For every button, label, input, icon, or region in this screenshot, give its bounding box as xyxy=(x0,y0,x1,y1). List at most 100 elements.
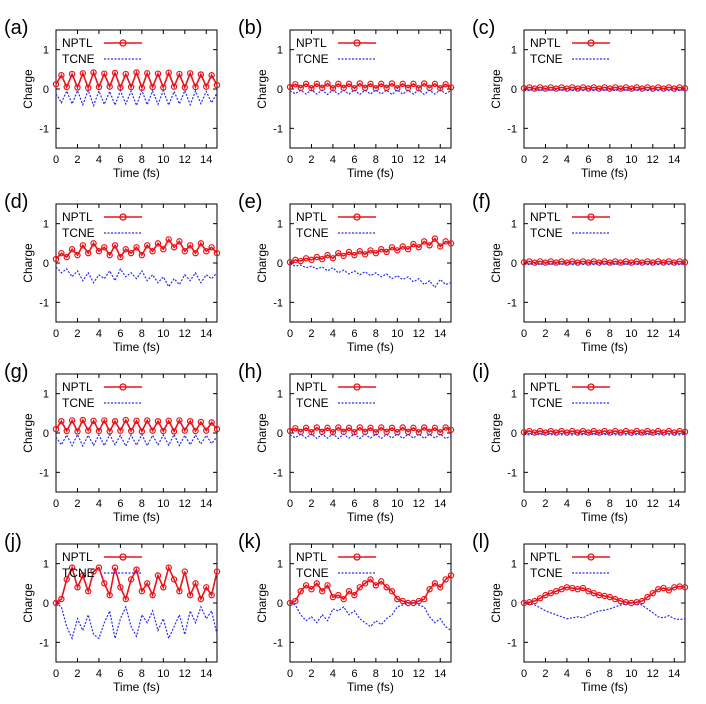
y-tick-label: 1 xyxy=(511,45,517,57)
data-point xyxy=(324,251,331,259)
legend-marker xyxy=(353,213,361,221)
data-point xyxy=(356,424,363,431)
y-tick-label: -1 xyxy=(507,467,517,479)
y-tick-label: -1 xyxy=(273,297,283,309)
x-tick-label: 8 xyxy=(373,154,379,166)
x-tick-label: 2 xyxy=(308,154,314,166)
x-tick-label: 10 xyxy=(157,668,169,680)
data-point xyxy=(144,70,151,77)
x-tick-label: 8 xyxy=(139,668,145,680)
data-point xyxy=(356,584,363,591)
data-point xyxy=(203,427,210,434)
series-line-tcne xyxy=(289,89,452,96)
data-point xyxy=(367,424,374,432)
data-point xyxy=(447,240,455,247)
data-point xyxy=(208,419,215,426)
x-tick-label: 6 xyxy=(585,498,591,510)
x-tick-label: 12 xyxy=(179,498,191,510)
data-point xyxy=(149,591,156,599)
data-point xyxy=(319,255,326,263)
legend-label-tcne: TCNE xyxy=(530,52,563,66)
x-tick-label: 4 xyxy=(330,668,336,680)
x-tick-label: 8 xyxy=(139,154,145,166)
data-point xyxy=(313,580,321,587)
x-axis-label: Time (fs) xyxy=(581,166,628,180)
data-point xyxy=(345,80,353,88)
data-point xyxy=(213,81,221,89)
data-point xyxy=(165,236,172,243)
data-point xyxy=(378,578,385,585)
legend-marker xyxy=(119,39,127,47)
x-tick-label: 12 xyxy=(647,328,659,340)
data-point xyxy=(372,85,380,92)
y-tick-label: 0 xyxy=(43,428,49,440)
x-tick-label: 8 xyxy=(139,328,145,340)
series-line-nptl xyxy=(55,70,218,91)
x-axis-label: Time (fs) xyxy=(581,680,628,694)
data-point xyxy=(127,427,135,435)
data-point xyxy=(345,588,353,595)
y-tick-label: 1 xyxy=(43,559,49,571)
legend-label-nptl: NPTL xyxy=(62,210,93,224)
data-point xyxy=(437,243,444,250)
data-point xyxy=(612,595,619,603)
data-point xyxy=(90,240,97,247)
x-tick-label: 10 xyxy=(157,328,169,340)
y-axis-label: Charge xyxy=(255,243,269,283)
legend-marker xyxy=(587,553,595,561)
data-point xyxy=(447,84,455,91)
x-tick-label: 4 xyxy=(564,498,570,510)
data-point xyxy=(192,580,199,587)
legend-label-tcne: TCNE xyxy=(296,396,329,410)
data-point xyxy=(351,85,358,92)
y-tick-label: 1 xyxy=(511,559,517,571)
data-point xyxy=(442,424,449,431)
data-point xyxy=(133,69,140,76)
y-tick-label: -1 xyxy=(39,467,49,479)
data-point xyxy=(329,429,337,436)
data-point xyxy=(415,85,422,92)
data-point xyxy=(313,80,321,88)
legend-label-tcne: TCNE xyxy=(530,566,563,580)
data-point xyxy=(644,593,651,601)
data-point xyxy=(165,417,172,425)
x-axis-label: Time (fs) xyxy=(581,510,628,524)
data-point xyxy=(149,247,156,255)
data-point xyxy=(420,238,428,245)
x-axis-label: Time (fs) xyxy=(113,680,160,694)
x-tick-label: 14 xyxy=(668,498,680,510)
data-point xyxy=(144,580,151,587)
x-tick-label: 10 xyxy=(625,668,637,680)
legend-label-nptl: NPTL xyxy=(62,550,93,564)
data-point xyxy=(324,582,331,589)
data-point xyxy=(117,253,124,261)
x-tick-label: 0 xyxy=(287,154,293,166)
data-point xyxy=(58,72,65,79)
data-point xyxy=(133,566,140,573)
data-point xyxy=(302,424,310,432)
y-axis-label: Charge xyxy=(21,69,35,109)
x-tick-label: 6 xyxy=(585,154,591,166)
x-tick-label: 8 xyxy=(607,668,613,680)
data-point xyxy=(345,424,353,432)
data-point xyxy=(351,251,358,259)
series-line-nptl xyxy=(523,86,686,90)
data-point xyxy=(122,416,129,424)
y-axis-label: Charge xyxy=(255,413,269,453)
data-point xyxy=(192,427,199,435)
data-point xyxy=(90,417,97,425)
x-tick-label: 4 xyxy=(96,328,102,340)
data-point xyxy=(286,83,294,91)
series-line-nptl xyxy=(55,418,218,434)
data-point xyxy=(399,243,406,250)
legend-marker xyxy=(353,553,361,561)
data-point xyxy=(308,586,315,593)
x-tick-label: 6 xyxy=(585,328,591,340)
x-tick-label: 12 xyxy=(413,668,425,680)
x-tick-label: 14 xyxy=(200,154,212,166)
data-point xyxy=(63,427,70,435)
x-tick-label: 2 xyxy=(542,668,548,680)
